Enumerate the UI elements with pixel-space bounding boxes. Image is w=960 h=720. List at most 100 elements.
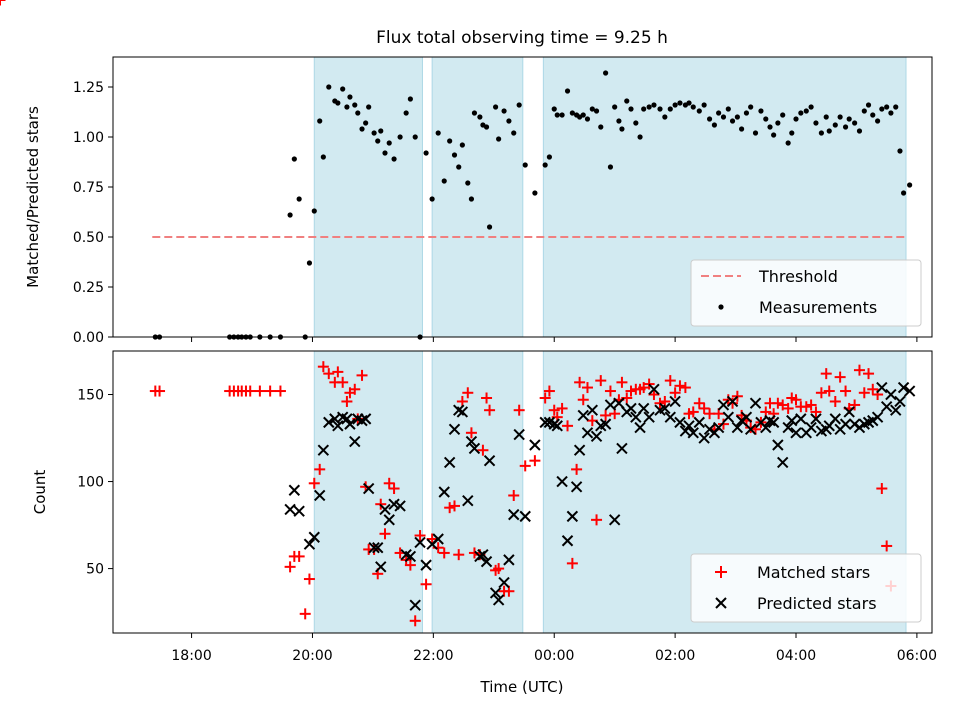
predicted-star-point xyxy=(782,421,794,434)
predicted-star-point xyxy=(795,413,807,425)
matched-star-point xyxy=(810,406,822,418)
matched-star-point xyxy=(616,376,628,388)
measurement-point xyxy=(729,118,736,124)
predicted-star-point xyxy=(805,421,817,434)
measurement-point xyxy=(335,100,341,106)
measurement-point xyxy=(375,138,381,144)
measurement-point xyxy=(706,116,713,122)
predicted-star-point xyxy=(760,421,772,434)
measurement-point xyxy=(612,104,618,110)
matched-star-point xyxy=(299,608,311,620)
measurement-point xyxy=(607,164,614,170)
predicted-star-point xyxy=(420,559,432,571)
top-legend: Threshold Measurements xyxy=(690,259,922,327)
predicted-star-point xyxy=(712,421,725,434)
bottom-y-tick-label: 100 xyxy=(77,475,104,491)
predicted-star-point xyxy=(332,420,344,432)
measurement-point xyxy=(371,130,377,136)
measurement-point xyxy=(870,112,876,118)
predicted-star-point xyxy=(498,576,510,589)
matched-star-point xyxy=(444,502,456,514)
measurement-point xyxy=(459,142,465,148)
measurement-point xyxy=(554,112,560,118)
top-y-tick-label: 0.00 xyxy=(73,330,104,346)
legend-measurements-label: Measurements xyxy=(759,298,877,317)
measurement-point xyxy=(657,106,663,112)
bottom-predicted-stars xyxy=(284,381,916,611)
matched-star-point xyxy=(420,578,432,590)
matched-star-point xyxy=(368,543,380,555)
measurement-point xyxy=(559,112,565,118)
predicted-star-point xyxy=(489,587,502,599)
measurement-point xyxy=(775,120,781,126)
top-shade-1 xyxy=(431,56,524,338)
predicted-star-point xyxy=(372,541,384,554)
measurement-point xyxy=(340,86,346,92)
measurement-point xyxy=(763,116,769,122)
measurement-point xyxy=(412,134,418,140)
measurement-point xyxy=(897,148,903,154)
measurement-point xyxy=(716,110,722,116)
measurement-point xyxy=(451,152,458,158)
predicted-star-point xyxy=(777,456,789,469)
matched-star-point xyxy=(556,402,568,414)
measurement-point xyxy=(813,120,819,126)
matched-star-point xyxy=(414,530,426,542)
predicted-star-point xyxy=(443,456,456,469)
measurement-point xyxy=(326,84,332,90)
predicted-star-point xyxy=(885,388,897,401)
predicted-star-point xyxy=(288,484,301,496)
predicted-star-point xyxy=(519,510,531,523)
predicted-star-point xyxy=(308,531,320,543)
measurement-point xyxy=(397,134,403,140)
measurement-point xyxy=(616,118,622,124)
matched-star-point xyxy=(591,514,603,526)
predicted-star-point xyxy=(317,444,330,456)
top-y-tick-label: 1.25 xyxy=(73,80,104,96)
figure-title: Flux total observing time = 9.25 h xyxy=(376,28,668,48)
matched-star-point xyxy=(566,557,578,569)
predicted-star-point xyxy=(790,427,802,439)
measurement-point xyxy=(725,106,731,112)
predicted-star-point xyxy=(648,383,660,396)
matched-star-point xyxy=(453,549,465,561)
matched-star-point xyxy=(513,404,525,416)
predicted-star-point xyxy=(368,541,380,554)
predicted-star-point xyxy=(539,416,551,429)
measurement-point xyxy=(884,104,890,110)
measurement-point xyxy=(359,126,365,132)
bottom-axes-frame xyxy=(112,350,933,634)
measurement-point xyxy=(580,112,586,118)
matched-star-point xyxy=(731,390,743,402)
measurement-point xyxy=(311,208,317,214)
measurement-point xyxy=(429,196,435,202)
measurement-point xyxy=(907,182,913,188)
legend-predicted-swatch xyxy=(715,597,727,609)
predicted-star-point xyxy=(432,533,444,545)
legend-matched-label: Matched stars xyxy=(757,563,870,582)
matched-star-point xyxy=(341,395,353,407)
predicted-star-point xyxy=(303,538,316,550)
predicted-star-point xyxy=(740,411,753,423)
x-axis-label: Time (UTC) xyxy=(480,678,564,696)
measurement-point xyxy=(633,120,639,126)
legend-matched-swatch xyxy=(715,566,727,578)
matched-star-point xyxy=(881,540,893,552)
measurement-point xyxy=(483,124,490,130)
top-shade-0 xyxy=(313,56,423,338)
measurement-point xyxy=(447,138,453,144)
matched-star-point xyxy=(815,387,827,399)
bottom-y-axis-label: Count xyxy=(31,470,49,515)
predicted-star-point xyxy=(293,505,305,517)
measurement-point xyxy=(780,112,786,118)
top-y-tick-label: 1.00 xyxy=(73,130,104,146)
matched-star-point xyxy=(462,387,474,399)
predicted-star-point xyxy=(375,561,387,573)
top-y-tick-label: 0.50 xyxy=(73,230,104,246)
predicted-star-point xyxy=(698,432,710,444)
matched-star-point xyxy=(782,402,794,414)
predicted-star-point xyxy=(529,439,541,451)
x-tick-label: 00:00 xyxy=(534,648,574,664)
predicted-star-point xyxy=(383,514,395,526)
predicted-star-point xyxy=(590,430,603,443)
